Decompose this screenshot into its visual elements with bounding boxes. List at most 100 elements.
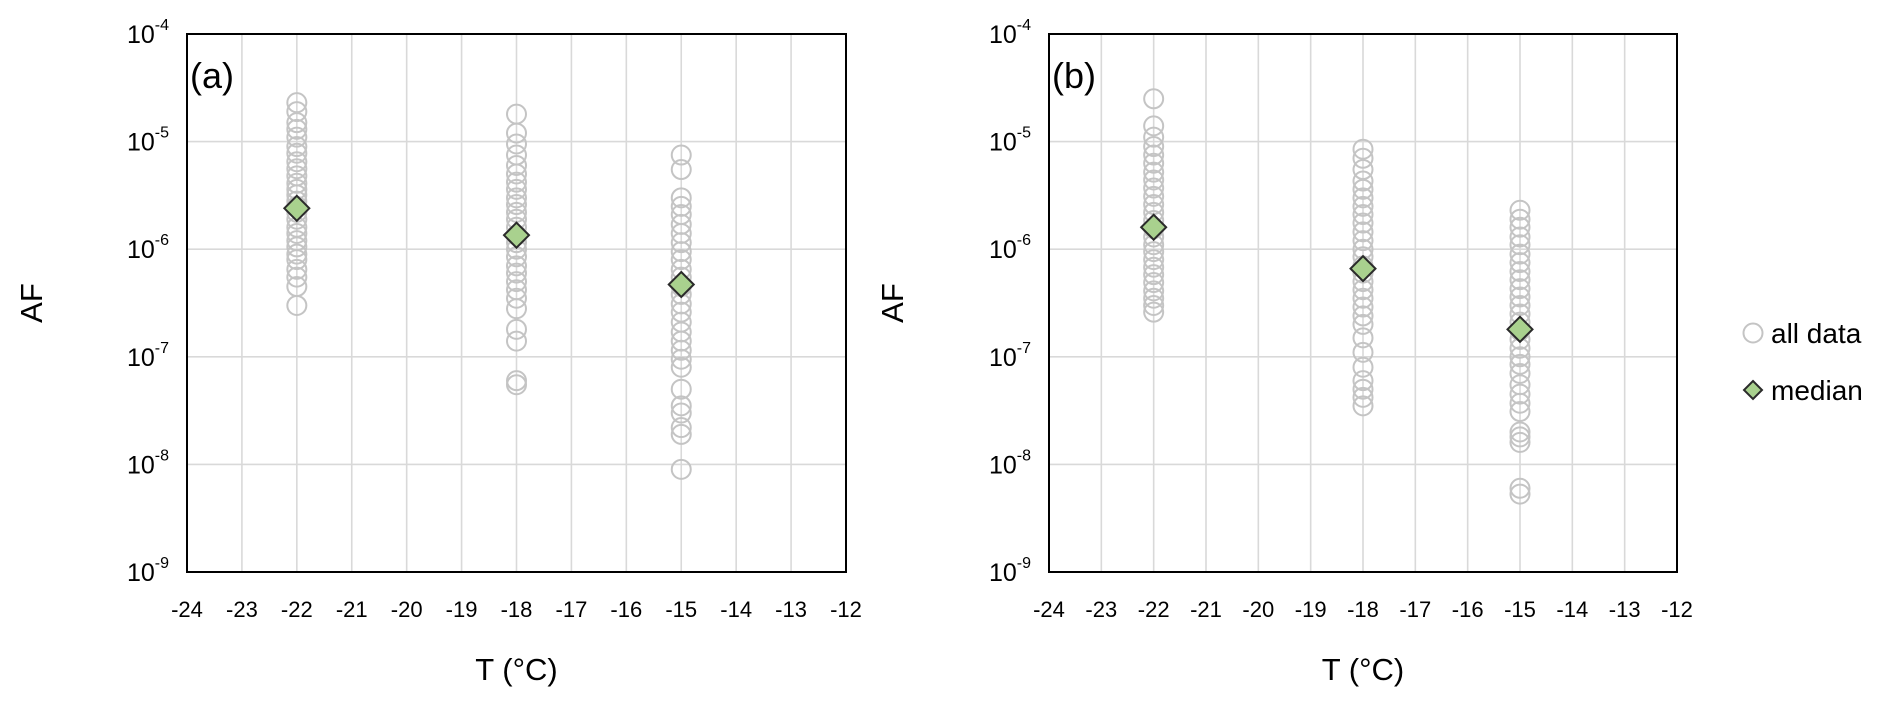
data-point — [670, 402, 692, 424]
x-tick-label: -14 — [720, 597, 752, 622]
data-point — [286, 249, 308, 271]
y-tick-label: 10-9 — [127, 555, 169, 587]
data-point — [1143, 161, 1165, 183]
y-tick-base: 10 — [127, 344, 155, 372]
y-tick-label: 10-5 — [127, 125, 169, 157]
y-tick-label: 10-6 — [127, 232, 169, 264]
data-point — [1352, 395, 1374, 417]
data-point — [1509, 392, 1531, 414]
legend-swatch-all-data — [1742, 322, 1764, 344]
data-point — [1509, 477, 1531, 499]
data-point — [506, 178, 527, 200]
x-tick-label: -13 — [775, 597, 807, 622]
y-tick-labels: 10-910-810-710-610-510-4 — [127, 17, 169, 587]
data-point — [1143, 152, 1165, 174]
data-point — [286, 222, 308, 244]
x-tick-label: -24 — [1033, 597, 1065, 622]
data-point — [1143, 185, 1165, 207]
data-point — [1509, 208, 1531, 230]
series-median — [1139, 213, 1534, 344]
data-point — [1143, 177, 1165, 199]
x-tick-label: -20 — [1242, 597, 1274, 622]
data-point — [1509, 252, 1531, 274]
chart-panel-b: -24 -23 -22 -21 -20 -19 -18 -17 -16 -15 -14 -13 -12 1… — [875, 17, 1693, 687]
y-tick-labels: 10-910-810-710-610-510-4 — [989, 17, 1031, 587]
data-point — [506, 374, 527, 396]
y-tick-exponent: -6 — [155, 232, 169, 249]
data-point — [506, 262, 527, 284]
data-point — [670, 458, 692, 480]
data-point — [506, 133, 527, 155]
data-point — [286, 112, 308, 134]
data-point — [1509, 383, 1531, 405]
data-point — [286, 136, 308, 158]
data-point — [1143, 88, 1165, 110]
median-point — [1506, 315, 1534, 344]
data-point — [506, 171, 527, 193]
data-point — [1143, 272, 1165, 294]
x-tick-label: -15 — [665, 597, 697, 622]
y-tick-exponent: -9 — [1017, 555, 1031, 572]
median-point — [1139, 213, 1168, 242]
legend-label: median — [1771, 375, 1863, 406]
data-point — [286, 142, 308, 164]
x-axis-label: T (°C) — [475, 652, 557, 687]
data-point — [1509, 483, 1531, 505]
x-tick-label: -17 — [556, 597, 588, 622]
x-tick-label: -19 — [446, 597, 478, 622]
x-tick-label: -18 — [501, 597, 533, 622]
x-tick-label: -16 — [1452, 597, 1484, 622]
y-tick-base: 10 — [127, 236, 155, 264]
x-tick-label: -22 — [281, 597, 313, 622]
data-point — [286, 126, 308, 148]
data-point — [286, 258, 308, 280]
y-tick-label: 10-6 — [989, 232, 1031, 264]
data-point — [670, 144, 692, 166]
data-point — [1143, 280, 1165, 302]
data-point — [1352, 230, 1374, 252]
y-axis-label: AF — [875, 283, 910, 323]
y-tick-base: 10 — [989, 344, 1017, 372]
y-tick-exponent: -7 — [155, 340, 169, 357]
data-point — [286, 158, 308, 180]
plot-frame — [186, 33, 847, 573]
data-point — [506, 154, 527, 176]
y-tick-exponent: -7 — [1017, 340, 1031, 357]
y-tick-exponent: -5 — [155, 125, 169, 142]
x-tick-label: -20 — [391, 597, 423, 622]
x-tick-label: -17 — [1399, 597, 1431, 622]
y-tick-base: 10 — [127, 559, 155, 587]
data-point — [286, 118, 308, 140]
data-point — [1143, 144, 1165, 166]
data-point — [506, 271, 527, 293]
data-point — [506, 330, 527, 352]
y-tick-exponent: -9 — [155, 555, 169, 572]
data-point — [1509, 269, 1531, 291]
data-point — [1352, 204, 1374, 226]
data-point — [1509, 286, 1531, 308]
median-point — [1349, 254, 1377, 283]
data-point — [286, 266, 308, 288]
y-tick-label: 10-7 — [989, 340, 1031, 372]
data-point — [1509, 234, 1531, 256]
y-tick-label: 10-8 — [989, 447, 1031, 479]
data-point — [1352, 296, 1374, 318]
data-point — [1143, 256, 1165, 278]
data-point — [1352, 195, 1374, 217]
legend-label: all data — [1771, 318, 1862, 349]
x-tick-label: -21 — [336, 597, 368, 622]
series-all-data — [1143, 88, 1531, 505]
x-tick-label: -19 — [1295, 597, 1327, 622]
data-point — [506, 255, 527, 277]
data-point — [1509, 362, 1531, 384]
data-point — [506, 298, 527, 320]
data-point — [1352, 378, 1374, 400]
data-point — [1143, 115, 1165, 137]
median-point — [502, 221, 531, 250]
y-tick-exponent: -8 — [1017, 447, 1031, 464]
x-tick-label: -18 — [1347, 597, 1379, 622]
data-point — [1352, 147, 1374, 169]
data-point — [1352, 178, 1374, 200]
data-point — [506, 122, 527, 144]
x-tick-labels: -24 -23 -22 -21 -20 -19 -18 -17 -16 -15 -14 -13 -12 — [1033, 597, 1693, 622]
